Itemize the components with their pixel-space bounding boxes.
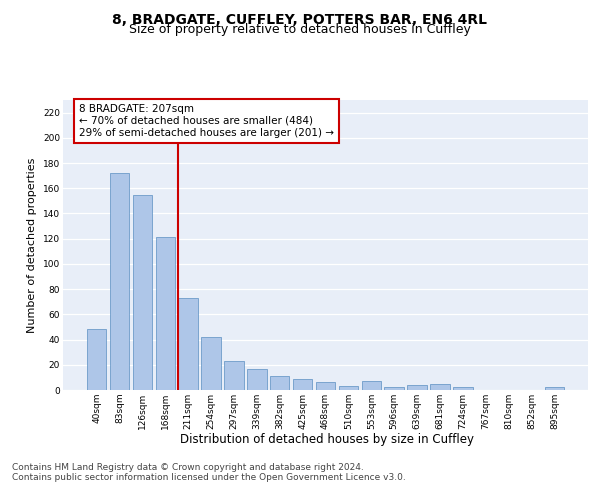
Bar bbox=[407, 385, 427, 390]
Bar bbox=[453, 388, 473, 390]
Bar bbox=[155, 238, 175, 390]
Bar bbox=[385, 388, 404, 390]
Bar bbox=[545, 388, 564, 390]
Bar bbox=[293, 378, 313, 390]
Bar bbox=[247, 368, 266, 390]
Bar bbox=[87, 330, 106, 390]
Bar bbox=[270, 376, 289, 390]
Bar bbox=[362, 381, 381, 390]
Text: Contains HM Land Registry data © Crown copyright and database right 2024.
Contai: Contains HM Land Registry data © Crown c… bbox=[12, 462, 406, 482]
Bar bbox=[316, 382, 335, 390]
Text: Size of property relative to detached houses in Cuffley: Size of property relative to detached ho… bbox=[129, 22, 471, 36]
Text: 8, BRADGATE, CUFFLEY, POTTERS BAR, EN6 4RL: 8, BRADGATE, CUFFLEY, POTTERS BAR, EN6 4… bbox=[113, 12, 487, 26]
Bar bbox=[430, 384, 449, 390]
Bar bbox=[202, 337, 221, 390]
Text: Distribution of detached houses by size in Cuffley: Distribution of detached houses by size … bbox=[180, 432, 474, 446]
Bar bbox=[133, 194, 152, 390]
Bar bbox=[110, 173, 129, 390]
Y-axis label: Number of detached properties: Number of detached properties bbox=[28, 158, 37, 332]
Text: 8 BRADGATE: 207sqm
← 70% of detached houses are smaller (484)
29% of semi-detach: 8 BRADGATE: 207sqm ← 70% of detached hou… bbox=[79, 104, 334, 138]
Bar bbox=[178, 298, 198, 390]
Bar bbox=[224, 361, 244, 390]
Bar bbox=[338, 386, 358, 390]
